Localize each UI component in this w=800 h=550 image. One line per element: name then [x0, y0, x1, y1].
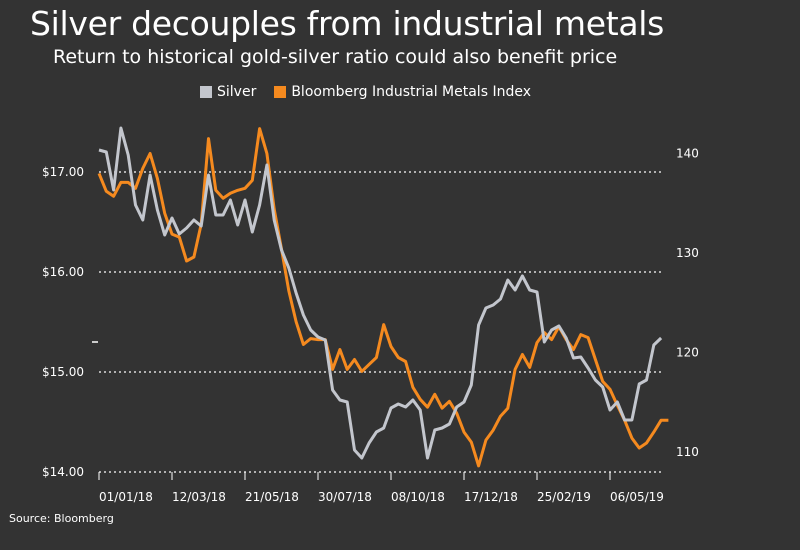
x-tick-label: 06/05/19 [610, 490, 664, 504]
legend-label-metals-index: Bloomberg Industrial Metals Index [291, 84, 531, 100]
y-right-tick-label: 120 [676, 346, 699, 360]
y-left-tick-label: $17.00 [42, 165, 84, 179]
legend-item-silver: Silver [200, 84, 256, 100]
chart-subtitle: Return to historical gold-silver ratio c… [53, 46, 618, 68]
legend: Silver Bloomberg Industrial Metals Index [200, 84, 549, 100]
x-tick-label: 17/12/18 [464, 490, 518, 504]
y-left-tick-label: $15.00 [42, 365, 84, 379]
x-tick-label: 12/03/18 [172, 490, 226, 504]
y-left-tick-label: $16.00 [42, 265, 84, 279]
series-line-silver [98, 126, 663, 460]
x-tick-label: 01/01/18 [99, 490, 153, 504]
series-line-metals-index [97, 127, 669, 468]
x-tick-label: 21/05/18 [245, 490, 299, 504]
y-right-tick-label: 110 [676, 445, 699, 459]
x-tick-label: 08/10/18 [391, 490, 445, 504]
legend-swatch-metals-index [274, 86, 287, 98]
x-tick-label: 30/07/18 [318, 490, 372, 504]
y-right-tick-label: 140 [676, 147, 699, 161]
x-tick-label: 25/02/19 [537, 490, 591, 504]
source-note: Source: Bloomberg [9, 512, 114, 525]
legend-label-silver: Silver [217, 84, 257, 100]
legend-item-metals-index: Bloomberg Industrial Metals Index [274, 84, 531, 100]
y-right-tick-label: 130 [676, 246, 699, 260]
legend-swatch-silver [200, 86, 212, 98]
y-left-tick-label: $14.00 [42, 465, 84, 479]
chart-title: Silver decouples from industrial metals [30, 4, 665, 43]
